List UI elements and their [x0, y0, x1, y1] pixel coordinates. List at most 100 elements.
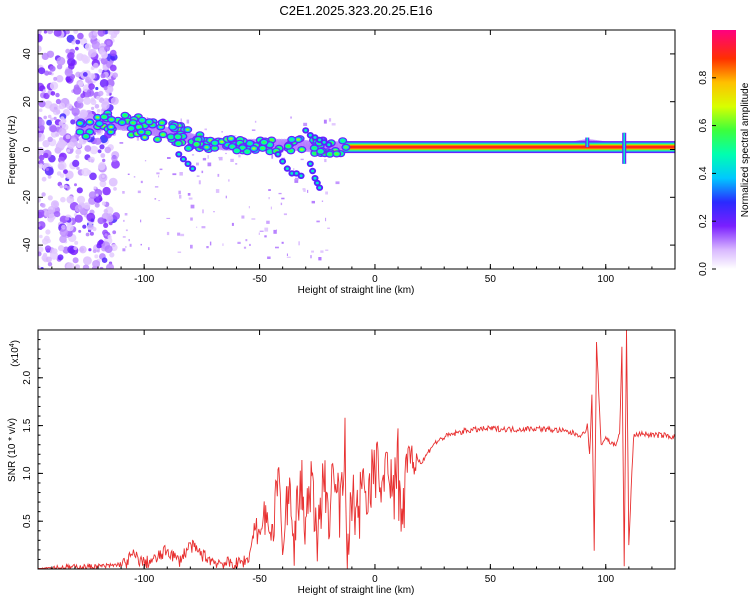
- spectrogram-speck: [323, 119, 327, 124]
- spectrogram-speck: [204, 128, 207, 131]
- spectrogram-noise-blob: [111, 159, 120, 169]
- spectrogram-noise-blob: [93, 62, 99, 69]
- spectrogram-noise-blob: [76, 142, 82, 149]
- ridge-band: [342, 145, 675, 149]
- ridge-blob-core: [185, 128, 190, 131]
- spectrogram-noise-blob: [43, 92, 50, 100]
- ridge-blob-core: [129, 127, 133, 130]
- spectrogram-speck: [311, 200, 315, 204]
- spectrogram-noise-blob: [56, 75, 64, 83]
- spectrogram-noise-blob: [88, 248, 92, 252]
- spectrogram-noise-blob: [76, 166, 80, 170]
- spectrogram-noise-blob: [71, 40, 76, 45]
- spectrogram-speck: [238, 154, 241, 158]
- spectrogram-speck: [245, 239, 248, 242]
- spectrogram-noise-blob: [94, 202, 100, 208]
- ridge-blob-core: [198, 133, 202, 136]
- spectrogram-noise-blob: [43, 30, 48, 34]
- ridge-blob-core: [158, 125, 163, 129]
- spectrogram-noise-blob: [67, 245, 76, 254]
- snr-xtick-label: -50: [252, 574, 267, 585]
- spectrogram-speck: [125, 246, 127, 248]
- spectrogram-noise-blob: [48, 213, 56, 221]
- spectrogram-noise-blob: [50, 200, 60, 209]
- spectrogram-noise-blob: [97, 149, 102, 154]
- spectrogram-noise-blob: [50, 91, 56, 96]
- ridge-blob-core: [312, 152, 317, 155]
- spectrogram-speck: [188, 197, 193, 200]
- spectrogram-noise-blob: [60, 116, 65, 121]
- spectrogram-noise-blob: [38, 30, 42, 35]
- ridge-blob-core: [161, 133, 165, 136]
- spectrogram-noise-blob: [101, 101, 110, 110]
- spectrogram-ytick-label: 0: [22, 146, 33, 152]
- spectrogram-noise-blob: [96, 109, 101, 113]
- ridge-blob-core: [160, 121, 164, 124]
- spectrogram-noise-blob: [38, 221, 46, 230]
- spectrogram-speck: [290, 116, 292, 119]
- spectrogram-speck: [254, 120, 257, 123]
- ridge-blob-core: [155, 138, 160, 141]
- ridge-blob-core: [145, 131, 150, 135]
- snr-panel: -100 -50 0 50 100 0.5 1.0 1.5 2.0 Height of stra…: [7, 329, 676, 596]
- spectrogram-noise-region: [38, 30, 120, 269]
- spectrogram-speck: [186, 119, 190, 124]
- spectrogram-speck: [294, 177, 299, 181]
- spectrogram-speck: [124, 213, 128, 216]
- spectrogram-noise-blob: [96, 249, 100, 253]
- spectrogram-noise-blob: [101, 257, 108, 264]
- spectrogram-noise-blob: [85, 232, 90, 237]
- ridge-blob-core: [170, 125, 175, 129]
- spectrogram-speck: [201, 226, 206, 229]
- spectrogram-noise-blob: [82, 224, 87, 229]
- ridge-blob-core: [262, 141, 266, 144]
- spectrogram-noise-blob: [55, 92, 60, 98]
- spectrogram-noise-blob: [100, 51, 108, 59]
- spectrogram-noise-blob: [53, 106, 58, 110]
- spectrogram-noise-blob: [110, 35, 114, 40]
- spectrogram-speck: [335, 181, 340, 185]
- spectrogram-noise-blob: [55, 109, 61, 115]
- spectrogram-noise-blob: [59, 235, 67, 243]
- spectrogram-noise-blob: [38, 265, 41, 269]
- spectrogram-noise-blob: [101, 174, 105, 178]
- spectrogram-speck: [302, 188, 306, 191]
- spectrogram-noise-blob: [96, 95, 101, 100]
- spectrogram-noise-blob: [46, 119, 52, 126]
- ridge-blob-core: [245, 150, 250, 153]
- spectrogram-noise-blob: [49, 251, 59, 260]
- colorbar-gradient: [712, 30, 736, 269]
- spectrogram-speck: [179, 172, 183, 176]
- spectrogram-speck: [122, 191, 125, 194]
- snr-xtick-label: 100: [597, 574, 614, 585]
- snr-frame: [37, 329, 676, 570]
- spectrogram-speck: [259, 230, 264, 232]
- spectrogram-noise-blob: [94, 254, 99, 259]
- spectrogram-noise-blob: [72, 159, 80, 167]
- spectrogram-ytick-label: 20: [22, 96, 33, 108]
- spectrogram-noise-blob: [50, 117, 54, 122]
- snr-background: [38, 330, 675, 569]
- spectrogram-speck: [271, 154, 274, 159]
- spectrogram-noise-blob: [64, 68, 73, 77]
- spectrogram-speck: [325, 191, 328, 195]
- spectrogram-noise-blob: [83, 202, 91, 210]
- spectrogram-noise-blob: [100, 153, 106, 158]
- spectrogram-speck: [230, 158, 234, 162]
- spectrogram-noise-blob: [98, 239, 104, 245]
- spectrogram-noise-blob: [75, 46, 79, 51]
- ridge-blob-core: [212, 147, 217, 150]
- spectrogram-speck: [233, 135, 237, 137]
- spectrogram-speck: [228, 179, 230, 182]
- spectrogram-speck: [311, 250, 314, 253]
- snr-exponent-base: (x10: [10, 347, 21, 367]
- branch-blob-core: [315, 181, 319, 185]
- spectrogram-noise-blob: [38, 133, 42, 138]
- spectrogram-speck: [310, 255, 312, 259]
- spectrogram-noise-blob: [102, 158, 106, 163]
- spectrogram-noise-blob: [111, 56, 116, 61]
- ridge-blob-core: [230, 145, 235, 148]
- spectrogram-noise-blob: [67, 141, 75, 149]
- spectrogram-noise-blob: [100, 73, 106, 79]
- spectrogram-noise-blob: [89, 172, 97, 181]
